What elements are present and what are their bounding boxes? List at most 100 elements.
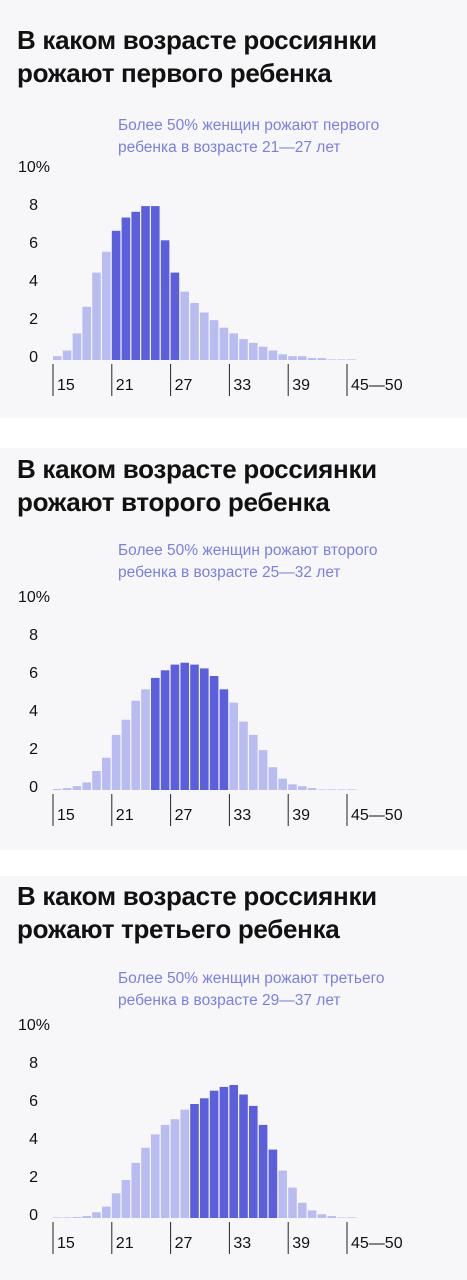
bar-age-33 — [229, 1085, 238, 1218]
bar-age-26 — [160, 670, 170, 790]
bar-age-28 — [180, 1109, 189, 1218]
bar-age-30 — [200, 312, 209, 360]
bar-age-30 — [200, 668, 209, 790]
bar-age-41 — [307, 1210, 317, 1218]
bar-age-21 — [111, 1193, 121, 1218]
bar-age-26 — [160, 240, 170, 360]
bar-age-25 — [151, 1134, 160, 1218]
bar-age-22 — [121, 1180, 131, 1218]
x-tick-label: 33 — [233, 377, 251, 394]
bar-age-37 — [268, 767, 278, 790]
y-tick-label: 2 — [29, 1169, 38, 1186]
bar-age-38 — [278, 354, 287, 360]
bar-age-42 — [317, 789, 327, 790]
bar-age-42 — [317, 1214, 327, 1218]
x-tick-label: 15 — [57, 807, 75, 824]
bar-age-37 — [268, 1149, 278, 1218]
bar-age-33 — [229, 702, 238, 790]
y-tick-label: 8 — [29, 1055, 38, 1072]
bar-age-32 — [219, 1086, 229, 1218]
x-tick-label: 21 — [116, 1235, 134, 1252]
x-tick-label: 27 — [175, 1235, 193, 1252]
bar-age-29 — [190, 1104, 199, 1218]
y-tick-label: 6 — [29, 1093, 38, 1110]
bar-age-25 — [151, 677, 160, 790]
bar-age-39 — [288, 784, 297, 790]
birth-age-chart-third: 10% 8 6 4 2 0 15 21 27 33 39 45—50 — [18, 1017, 403, 1254]
bar-age-45—50 — [347, 789, 356, 790]
bar-age-33 — [229, 333, 238, 360]
bar-age-40 — [298, 786, 307, 790]
chart-title: В каком возрасте россиянки рожают второг… — [17, 454, 377, 517]
bar-age-15 — [53, 789, 62, 790]
bar-age-39 — [288, 1187, 297, 1218]
bar-age-18 — [82, 782, 91, 790]
x-tick-label: 45—50 — [351, 1235, 403, 1252]
bar-age-39 — [288, 356, 297, 360]
y-tick-label: 4 — [29, 1131, 38, 1148]
bar-age-41 — [307, 358, 317, 360]
bar-age-22 — [121, 217, 131, 360]
bar-age-34 — [239, 721, 248, 790]
bar-age-35 — [249, 734, 258, 790]
bar-age-28 — [180, 662, 189, 790]
bar-age-40 — [298, 356, 307, 360]
bar-age-45—50 — [347, 1217, 356, 1218]
y-tick-label: 0 — [29, 1207, 38, 1224]
bar-age-23 — [131, 211, 140, 360]
x-tick-label: 33 — [233, 1235, 251, 1252]
bar-age-20 — [102, 251, 111, 360]
bar-age-31 — [209, 1090, 219, 1218]
x-tick-label: 27 — [175, 377, 193, 394]
x-tick-label: 45—50 — [351, 807, 403, 824]
bar-age-26 — [160, 1124, 170, 1218]
bar-age-43 — [327, 1216, 336, 1218]
bar-age-24 — [141, 689, 150, 790]
x-tick-label: 39 — [292, 377, 310, 394]
bar-age-34 — [239, 339, 248, 360]
bar-age-16 — [62, 1217, 72, 1218]
bar-age-42 — [317, 358, 327, 360]
bar-age-16 — [62, 350, 72, 360]
bar-age-17 — [72, 1217, 82, 1218]
bar-age-17 — [72, 786, 82, 790]
bar-age-35 — [249, 1105, 258, 1218]
birth-age-chart-second: 10% 8 6 4 2 0 15 21 27 33 39 45—50 — [18, 589, 403, 826]
bar-age-15 — [53, 1217, 62, 1218]
bar-age-19 — [92, 771, 101, 790]
bar-age-44 — [337, 1217, 346, 1218]
x-tick-label: 39 — [292, 1235, 310, 1252]
bar-age-36 — [258, 750, 268, 790]
bar-age-32 — [219, 689, 229, 790]
bar-age-18 — [82, 1216, 91, 1218]
bar-age-28 — [180, 291, 189, 360]
bar-age-31 — [209, 676, 219, 790]
x-tick-label: 27 — [175, 807, 193, 824]
bar-age-31 — [209, 320, 219, 360]
x-tick-label: 15 — [57, 377, 75, 394]
x-tick-label: 33 — [233, 807, 251, 824]
bar-age-21 — [111, 230, 121, 360]
x-tick-label: 21 — [116, 807, 134, 824]
panel-separator — [0, 418, 467, 448]
bar-age-30 — [200, 1098, 209, 1218]
bar-age-27 — [170, 664, 180, 790]
bar-age-44 — [337, 789, 346, 790]
bar-age-45—50 — [347, 359, 356, 360]
y-tick-label: 10% — [18, 1017, 50, 1034]
bar-age-16 — [62, 788, 72, 790]
bar-age-38 — [278, 1170, 287, 1218]
birth-age-chart-first: 10% 8 6 4 2 0 15 21 27 33 39 45—50 — [18, 159, 403, 396]
bar-age-43 — [327, 359, 336, 360]
bar-age-34 — [239, 1094, 248, 1218]
bar-age-23 — [131, 1162, 140, 1218]
bar-age-25 — [151, 206, 160, 360]
y-tick-label: 4 — [29, 703, 38, 720]
x-tick-label: 15 — [57, 1235, 75, 1252]
bar-age-27 — [170, 1119, 180, 1218]
bar-age-23 — [131, 700, 140, 790]
bar-age-19 — [92, 1212, 101, 1218]
y-tick-label: 6 — [29, 665, 38, 682]
bar-age-41 — [307, 788, 317, 790]
bar-age-22 — [121, 719, 131, 790]
